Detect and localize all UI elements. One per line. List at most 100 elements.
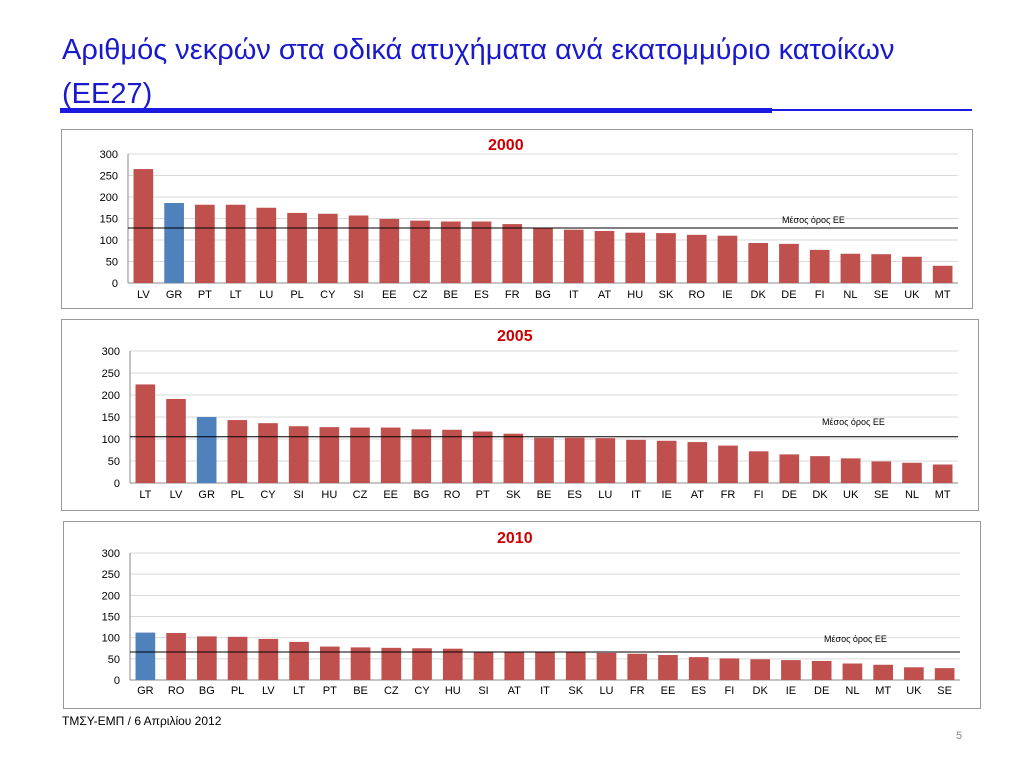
x-tick-label: MT	[935, 489, 951, 501]
x-tick-label: PT	[198, 289, 212, 301]
chart-year-label: 2010	[497, 530, 533, 547]
bar-se	[871, 254, 891, 283]
x-tick-label: BG	[199, 685, 215, 697]
x-tick-label: BE	[443, 289, 458, 301]
y-tick-label: 50	[108, 456, 120, 468]
y-tick-label: 150	[102, 412, 120, 424]
y-tick-label: 100	[102, 434, 120, 446]
x-tick-label: GR	[198, 489, 215, 501]
x-tick-label: PL	[290, 289, 303, 301]
bar-pl	[287, 212, 307, 283]
y-tick-label: 100	[102, 633, 120, 645]
x-tick-label: IT	[569, 289, 579, 301]
bar-dk	[750, 659, 771, 680]
bar-lt	[135, 384, 156, 483]
y-tick-label: 150	[100, 214, 118, 226]
x-tick-label: NL	[843, 289, 857, 301]
bar-lv	[258, 638, 279, 680]
bar-lu	[256, 207, 277, 283]
bar-lv	[166, 398, 186, 483]
chart-panel-2010: 0 50 100 150 200 250 300 GR RO BG PL LV LT PT BE CZ CY HU…	[63, 521, 981, 709]
bar-dk	[748, 243, 769, 283]
x-tick-label: SE	[937, 685, 952, 697]
y-tick-label: 200	[102, 390, 120, 402]
bar-pt	[195, 204, 215, 283]
bar-hu	[442, 648, 463, 680]
bar-sk	[656, 233, 676, 283]
bar-lt	[289, 641, 309, 680]
x-tick-label: LT	[230, 289, 242, 301]
bar-pt	[319, 646, 340, 680]
footer-text: ΤΜΣΥ-ΕΜΠ / 6 Απριλίου 2012	[62, 714, 222, 728]
x-tick-label: DK	[812, 489, 828, 501]
x-tick-label: MT	[935, 289, 951, 301]
x-tick-label: SI	[478, 685, 488, 697]
bar-si	[288, 426, 309, 483]
x-tick-label: ES	[691, 685, 706, 697]
bar-uk	[840, 458, 861, 483]
x-tick-label: ES	[474, 289, 489, 301]
y-tick-label: 100	[100, 235, 118, 247]
x-tick-label: IT	[540, 685, 550, 697]
bar-lv	[133, 169, 154, 283]
x-tick-label: BG	[535, 289, 551, 301]
x-tick-label: SK	[659, 289, 674, 301]
x-tick-label: HU	[321, 489, 337, 501]
x-tick-label: EE	[661, 685, 676, 697]
x-tick-label: DK	[753, 685, 769, 697]
x-tick-label: LU	[259, 289, 273, 301]
x-tick-label: FI	[725, 685, 735, 697]
x-tick-label: IT	[631, 489, 641, 501]
x-tick-label: RO	[444, 489, 461, 501]
bar-it	[535, 651, 555, 680]
x-tick-label: LV	[170, 489, 183, 501]
x-tick-label: AT	[508, 685, 522, 697]
bar-nl	[842, 663, 863, 680]
x-tick-label: NL	[845, 685, 859, 697]
bar-it	[563, 229, 584, 283]
bar-uk	[904, 667, 924, 680]
bar-mt	[932, 464, 953, 483]
x-tick-label: DK	[751, 289, 767, 301]
bar-cy	[412, 648, 432, 680]
y-tick-label: 300	[102, 548, 120, 560]
bar-de	[779, 243, 799, 283]
x-tick-label: FR	[721, 489, 736, 501]
bar-nl	[840, 253, 861, 283]
x-tick-label: PT	[476, 489, 490, 501]
chart-panel-2005: 0 50 100 150 200 250 300 LT LV GR PL CY SI HU CZ EE BG RO…	[61, 319, 979, 511]
bar-chart-2005: 0 50 100 150 200 250 300 LT LV GR PL CY SI HU CZ EE BG RO…	[102, 346, 958, 501]
bar-cy	[317, 213, 338, 283]
bar-mt	[932, 265, 953, 283]
bar-gr	[196, 417, 217, 483]
bar-ie	[717, 235, 738, 283]
y-tick-label: 0	[114, 478, 120, 490]
eu-average-label: Μέσος όρος ΕΕ	[824, 634, 887, 644]
y-tick-label: 250	[100, 171, 118, 183]
x-tick-label: CZ	[353, 489, 368, 501]
bar-ro	[442, 429, 462, 483]
x-tick-label: LU	[599, 685, 613, 697]
y-tick-label: 50	[108, 654, 120, 666]
bar-fi	[748, 451, 769, 483]
eu-average-label: Μέσος όρος ΕΕ	[822, 417, 885, 427]
y-tick-label: 300	[102, 346, 120, 358]
bar-ee	[658, 655, 678, 680]
bar-fr	[718, 445, 738, 483]
bar-nl	[902, 462, 922, 483]
slide-title: Αριθμός νεκρών στα οδικά ατυχήματα ανά ε…	[62, 34, 895, 110]
bar-se	[934, 668, 955, 680]
x-tick-label: HU	[627, 289, 643, 301]
bar-mt	[873, 664, 893, 680]
x-tick-label: FI	[815, 289, 825, 301]
chart-panel-2000: 0 50 100 150 200 250 300 LV GR PT LT LU PL CY SI EE CZ BE…	[61, 129, 973, 309]
y-tick-label: 0	[112, 278, 118, 290]
x-tick-label: IE	[661, 489, 671, 501]
y-tick-label: 250	[102, 368, 120, 380]
bar-cy	[258, 423, 278, 483]
y-tick-label: 0	[114, 675, 120, 687]
x-tick-label: AT	[691, 489, 705, 501]
page-number: 5	[956, 730, 963, 742]
chart-year-label: 2005	[497, 328, 533, 345]
x-tick-label: CY	[260, 489, 276, 501]
